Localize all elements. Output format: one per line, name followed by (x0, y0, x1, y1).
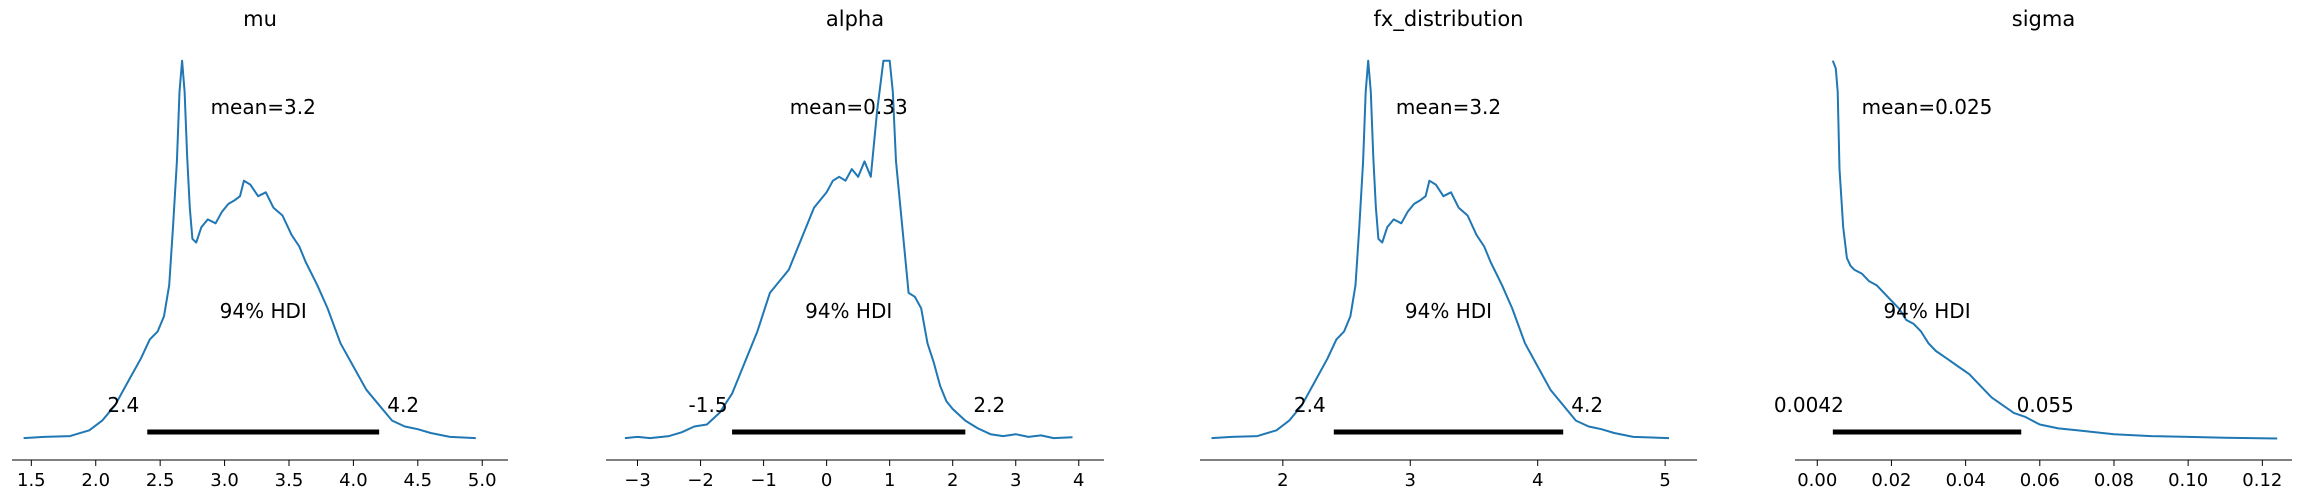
density-curve (23, 59, 476, 440)
x-tick-label: 3.5 (275, 470, 304, 491)
x-tick-label: 5.0 (468, 470, 497, 491)
hdi-label: 94% HDI (805, 299, 892, 323)
x-tick-label: 4.0 (339, 470, 368, 491)
mean-label: mean=0.33 (790, 95, 908, 119)
x-tick-label: 0.02 (1871, 470, 1911, 491)
hdi-upper-label: 2.2 (973, 393, 1005, 417)
x-tick-label: 4 (1532, 470, 1543, 491)
x-tick-label: 0 (821, 470, 832, 491)
mean-label: mean=3.2 (1396, 95, 1501, 119)
x-tick-label: −1 (750, 470, 777, 491)
hdi-upper-label: 4.2 (1571, 393, 1603, 417)
x-tick-label: 2 (947, 470, 958, 491)
panel-title: mu (243, 7, 277, 31)
x-tick-label: 0.00 (1797, 470, 1837, 491)
hdi-lower-label: 2.4 (1294, 393, 1326, 417)
panel-mu: mu 1.5 2.0 2.5 3.0 3.5 4.0 4.5 5.0 2.4 4.2 mean=3.2… (12, 7, 508, 491)
hdi-lower-label: 0.0042 (1774, 393, 1844, 417)
x-tick-label: 3.0 (210, 470, 239, 491)
x-tick-label: 4 (1073, 470, 1084, 491)
x-tick-label: −3 (624, 470, 651, 491)
panel-title: fx_distribution (1374, 7, 1524, 32)
x-tick-label: 0.12 (2242, 470, 2282, 491)
hdi-upper-label: 4.2 (387, 393, 419, 417)
density-curve (1211, 59, 1670, 440)
x-tick-label: 0.08 (2094, 470, 2134, 491)
panel-title: alpha (826, 7, 884, 31)
x-tick-label: 5 (1659, 470, 1670, 491)
x-tick-label: 1.5 (17, 470, 46, 491)
mean-label: mean=3.2 (211, 95, 316, 119)
panel-sigma: sigma 0.00 0.02 0.04 0.06 0.08 0.10 0.12 0.0042 0… (1774, 7, 2292, 491)
hdi-label: 94% HDI (220, 299, 307, 323)
x-tick-label: 0.04 (1946, 470, 1986, 491)
x-tick-label: 4.5 (403, 470, 432, 491)
panel-title: sigma (2012, 7, 2075, 31)
x-tick-label: 3 (1405, 470, 1416, 491)
x-tick-label: 3 (1010, 470, 1021, 491)
panel-fx_distribution: fx_distribution 2 3 4 5 2.4 4.2 mean=3.2 94% HDI (1200, 7, 1697, 491)
hdi-label: 94% HDI (1883, 299, 1970, 323)
x-tick-label: 0.10 (2168, 470, 2208, 491)
x-tick-label: 2 (1277, 470, 1288, 491)
x-tick-label: 0.06 (2020, 470, 2060, 491)
x-tick-label: 1 (884, 470, 895, 491)
hdi-lower-label: 2.4 (107, 393, 139, 417)
density-curve (1831, 60, 2278, 440)
hdi-upper-label: 0.055 (2017, 393, 2074, 417)
density-curve (624, 59, 1073, 440)
hdi-label: 94% HDI (1405, 299, 1492, 323)
x-tick-label: −2 (687, 470, 714, 491)
panel-alpha: alpha −3 −2 −1 0 1 2 3 4 -1.5 2.2 mean=0.33 94% HDI (606, 7, 1104, 491)
x-tick-label: 2.0 (81, 470, 110, 491)
hdi-lower-label: -1.5 (689, 393, 728, 417)
mean-label: mean=0.025 (1862, 95, 1993, 119)
x-tick-label: 2.5 (146, 470, 175, 491)
